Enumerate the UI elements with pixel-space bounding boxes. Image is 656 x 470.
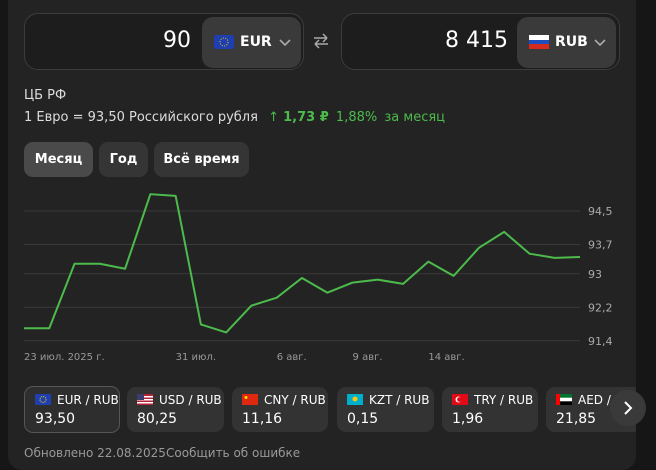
pair-card[interactable]: KZT / RUB 0,15	[337, 387, 434, 432]
tab[interactable]: Год	[99, 142, 148, 177]
pair-rate: 1,96	[452, 411, 484, 427]
x-tick-label: 6 авг.	[277, 352, 307, 363]
currency-code: EUR	[240, 34, 272, 50]
flag-ru	[529, 35, 549, 49]
pair-rate: 93,50	[35, 411, 76, 427]
to-box[interactable]: 8 415 RUB	[341, 13, 620, 70]
currency-code: RUB	[555, 34, 588, 50]
up-arrow: ↑	[268, 110, 279, 125]
y-tick-label: 91,4	[588, 335, 613, 348]
rate-text: 1 Евро = 93,50 Российского рубля	[24, 110, 258, 125]
pair-name: TRY / RUB	[474, 393, 534, 407]
line	[24, 193, 581, 334]
to-amount[interactable]: 8 415	[445, 28, 508, 53]
y-tick-label: 93	[588, 268, 602, 281]
flag	[35, 394, 51, 405]
period: за месяц	[384, 110, 446, 125]
change-abs: 1,73 ₽	[283, 110, 329, 125]
from-amount[interactable]: 90	[163, 28, 191, 53]
flag	[556, 394, 572, 405]
pair-cards: EUR / RUB 93,50 USD / RUB 80,25 CNY / RUB 11,…	[24, 386, 636, 433]
x-tick-label: 9 авг.	[353, 352, 383, 363]
pair-name: USD / RUB	[159, 393, 222, 407]
from-box[interactable]: 90 EUR	[24, 13, 304, 70]
pair-rate: 0,15	[347, 411, 379, 427]
y-tick-label: 94,5	[588, 205, 613, 218]
pair-name: CNY / RUB	[264, 393, 326, 407]
change-pct: 1,88%	[335, 110, 378, 125]
chart: 94,5 93,7 93 92,2 91,4 23 июл. 2025 г. 31 июл.…	[24, 193, 613, 363]
updated: Обновлено 22.08.2025	[24, 446, 166, 460]
chevron-right	[624, 401, 633, 415]
flag	[137, 394, 153, 405]
x-tick-label: 14 авг.	[428, 352, 464, 363]
pair-name: EUR / RUB	[57, 393, 119, 407]
tab[interactable]: Всё время	[154, 142, 249, 177]
pair-card[interactable]: USD / RUB 80,25	[127, 387, 224, 432]
rate-line: 1 Евро = 93,50 Российского рубля ↑ 1,73 …	[24, 110, 445, 125]
x-tick-label: 23 июл. 2025 г.	[24, 352, 105, 363]
pair-card[interactable]: CNY / RUB 11,16	[232, 387, 328, 432]
y-tick-label: 92,2	[588, 301, 613, 314]
y-tick-label: 93,7	[588, 238, 613, 251]
flag	[452, 394, 468, 405]
from-currency[interactable]: EUR	[202, 17, 301, 68]
pair-rate: 11,16	[242, 411, 283, 427]
source: ЦБ РФ	[24, 88, 67, 103]
next-button[interactable]	[610, 390, 646, 426]
flag-eu	[214, 35, 234, 49]
report-link[interactable]: Сообщить об ошибке	[166, 446, 301, 460]
chevron	[594, 39, 606, 47]
chevron	[279, 39, 291, 47]
pair-rate: 80,25	[137, 411, 178, 427]
flag	[347, 394, 363, 405]
to-currency[interactable]: RUB	[517, 17, 616, 68]
x-tick-label: 31 июл.	[176, 352, 216, 363]
tab-active[interactable]: Месяц	[24, 142, 93, 177]
pair-card[interactable]: TRY / RUB 1,96	[442, 387, 538, 432]
pair-rate: 21,85	[556, 411, 597, 427]
pair-card[interactable]: EUR / RUB 93,50	[24, 386, 120, 433]
pair-name: KZT / RUB	[369, 393, 430, 407]
swap-icon[interactable]	[311, 31, 331, 51]
flag	[242, 394, 258, 405]
